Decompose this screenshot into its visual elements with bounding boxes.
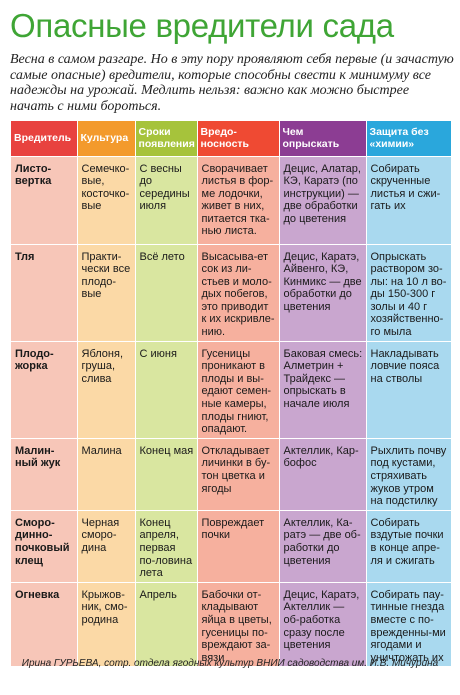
organic-cell: Собирать пау-тинные гнезда вместе с по-в… bbox=[366, 581, 452, 667]
table-row: Листо-вертка Семечко-вые, косточко-вые С… bbox=[11, 155, 452, 244]
pest-name: Тля bbox=[11, 243, 78, 342]
spray-cell: Децис, Алатар, КЭ, Каратэ (по инструкции… bbox=[279, 155, 367, 244]
pest-name: Сморо-динно-почковый клещ bbox=[11, 509, 78, 583]
organic-cell: Рыхлить почву под кустами, стряхивать жу… bbox=[366, 437, 452, 511]
header-harm: Вредо-носность bbox=[197, 121, 280, 156]
spray-cell: Актеллик, Кар-бофос bbox=[279, 437, 367, 511]
organic-cell: Собирать скрученные листья и сжи-гать их bbox=[366, 155, 452, 244]
header-crop: Культура bbox=[77, 121, 136, 156]
crop-cell: Крыжов-ник, смо-родина bbox=[77, 581, 136, 667]
pest-name: Листо-вертка bbox=[11, 155, 78, 244]
author-credit: Ирина ГУРЬЕВА, сотр. отдела ягодных куль… bbox=[21, 658, 439, 669]
timing-cell: Конец апреля, первая по-ловина лета bbox=[135, 509, 198, 583]
crop-cell: Черная сморо-дина bbox=[77, 509, 136, 583]
timing-cell: Конец мая bbox=[135, 437, 198, 511]
harm-cell: Повреждает почки bbox=[197, 509, 280, 583]
table-row: Тля Практи-чески все плодо-вые Всё лето … bbox=[11, 243, 452, 342]
pest-name: Малин-ный жук bbox=[11, 437, 78, 511]
spray-cell: Децис, Каратэ, Актеллик — об-работка сра… bbox=[279, 581, 367, 667]
crop-cell: Малина bbox=[77, 437, 136, 511]
pest-name: Огневка bbox=[11, 581, 78, 667]
organic-cell: Собирать вздутые почки в конце апре-ля и… bbox=[366, 509, 452, 583]
crop-cell: Практи-чески все плодо-вые bbox=[77, 243, 136, 342]
harm-cell: Гусеницы проникают в плоды и вы-едают се… bbox=[197, 340, 280, 439]
pest-name: Плодо-жорка bbox=[11, 340, 78, 439]
table-header-row: Вредитель Культура Сроки появления Вредо… bbox=[11, 121, 452, 156]
table-row: Сморо-динно-почковый клещ Черная сморо-д… bbox=[11, 509, 452, 583]
table-row: Плодо-жорка Яблоня, груша, слива С июня … bbox=[11, 340, 452, 439]
table-row: Малин-ный жук Малина Конец мая Откладыва… bbox=[11, 437, 452, 511]
harm-cell: Высасыва-ет сок из ли-стьев и моло-дых п… bbox=[197, 243, 280, 342]
timing-cell: Апрель bbox=[135, 581, 198, 667]
intro-text: Весна в самом разгаре. Но в эту пору про… bbox=[10, 52, 454, 114]
header-timing: Сроки появления bbox=[135, 121, 198, 156]
spray-cell: Децис, Каратэ, Айвенго, КЭ, Кинмикс — дв… bbox=[279, 243, 367, 342]
harm-cell: Бабочки от-кладывают яйца в цветы, гусен… bbox=[197, 581, 280, 667]
table-row: Огневка Крыжов-ник, смо-родина Апрель Ба… bbox=[11, 581, 452, 667]
harm-cell: Откладывает личинки в бу-тон цветка и яг… bbox=[197, 437, 280, 511]
header-spray: Чем опрыскать bbox=[279, 121, 367, 156]
timing-cell: С весны до середины июля bbox=[135, 155, 198, 244]
page-title: Опасные вредители сада bbox=[10, 7, 394, 44]
spray-cell: Актеллик, Ка-ратэ — две об-работки до цв… bbox=[279, 509, 367, 583]
organic-cell: Опрыскать раствором зо-лы: на 10 л во-ды… bbox=[366, 243, 452, 342]
crop-cell: Яблоня, груша, слива bbox=[77, 340, 136, 439]
header-organic: Защита без «химии» bbox=[366, 121, 452, 156]
spray-cell: Баковая смесь: Алметрин + Трайдекс — опр… bbox=[279, 340, 367, 439]
harm-cell: Сворачивает листья в фор-ме лодочки, жив… bbox=[197, 155, 280, 244]
header-pest: Вредитель bbox=[11, 121, 78, 156]
crop-cell: Семечко-вые, косточко-вые bbox=[77, 155, 136, 244]
timing-cell: С июня bbox=[135, 340, 198, 439]
organic-cell: Накладывать ловчие пояса на стволы bbox=[366, 340, 452, 439]
pests-table: Вредитель Культура Сроки появления Вредо… bbox=[11, 121, 452, 667]
timing-cell: Всё лето bbox=[135, 243, 198, 342]
